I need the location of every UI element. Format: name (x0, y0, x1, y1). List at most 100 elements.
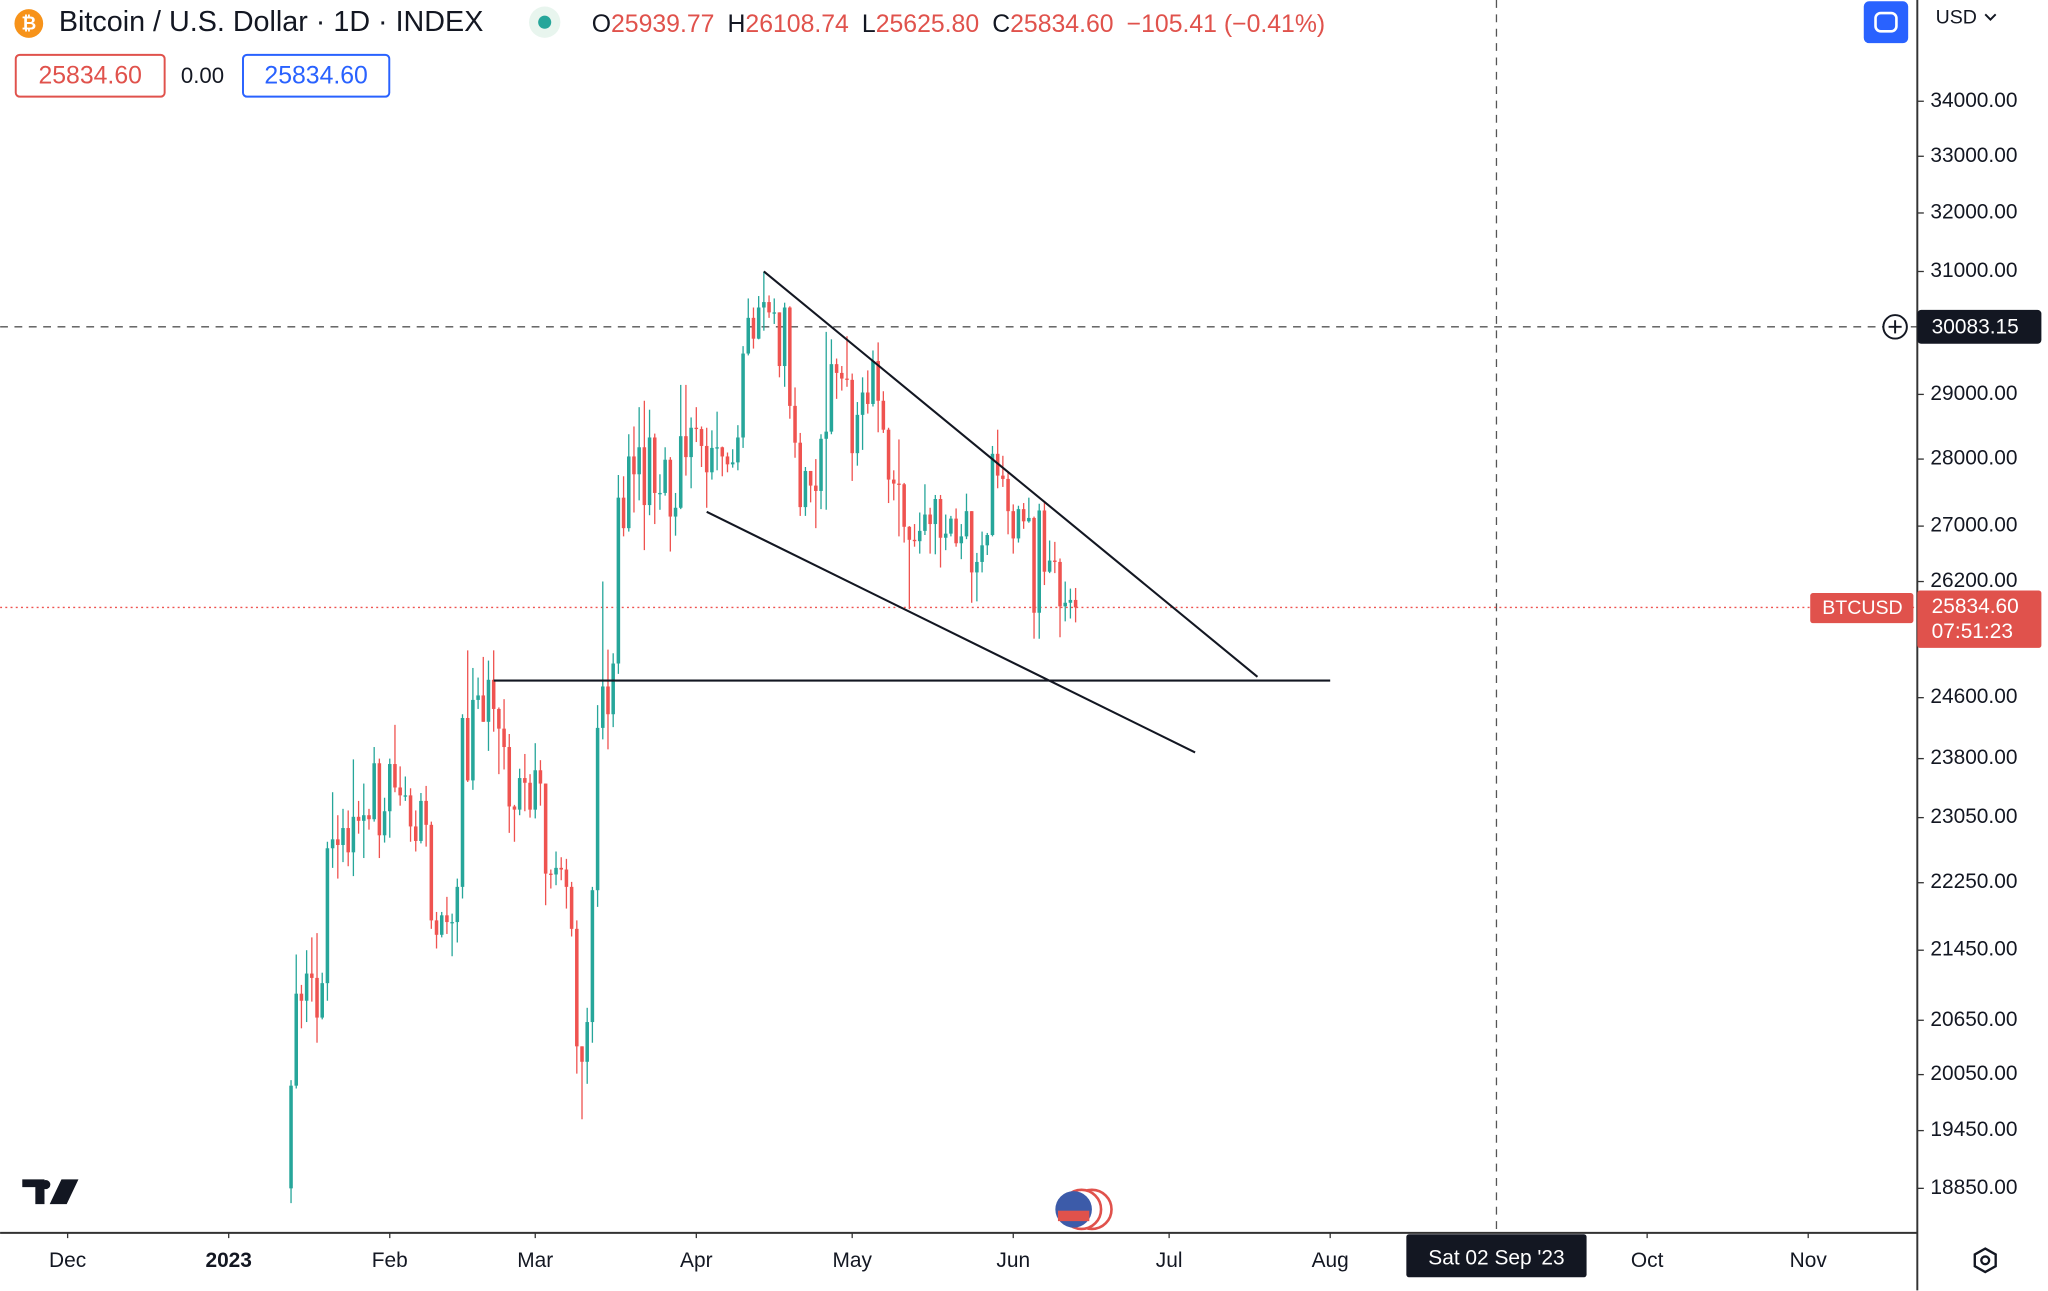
candle-body (808, 470, 813, 486)
candle-body (580, 1046, 584, 1062)
candle-body (1021, 509, 1026, 522)
candle-body (585, 1022, 589, 1062)
candle-body (606, 686, 610, 715)
candle-body (886, 429, 891, 480)
auto-scale-icon (1874, 11, 1898, 33)
tv-logo (22, 1179, 79, 1205)
ohlc-value: 26108.74 (745, 10, 849, 37)
candle-body (814, 485, 818, 491)
candle-body (704, 445, 709, 473)
candle-body (616, 497, 621, 664)
candle-body (1068, 599, 1073, 603)
candle-body (341, 828, 345, 846)
candle-body (439, 915, 444, 935)
candle-body (850, 379, 854, 454)
candle-body (652, 437, 657, 493)
candle-body (413, 826, 418, 841)
ohlc-key: L (862, 10, 876, 37)
candle-body (938, 499, 943, 538)
candle-body (803, 470, 808, 508)
candle-body (445, 915, 449, 923)
y-tick-label: 27000.00 (1930, 514, 2017, 537)
countdown-label: 07:51:23 (1932, 620, 2013, 643)
x-tick-label: Mar (517, 1249, 553, 1272)
settings-icon-center (1980, 1255, 1991, 1266)
candle-body (746, 317, 751, 354)
candle-body (289, 1085, 293, 1189)
candle-body (408, 795, 413, 827)
tv-logo-dot (41, 1179, 51, 1190)
symbol-tag (1810, 593, 1914, 624)
x-tick-label: Jun (996, 1249, 1030, 1272)
candle-body (559, 867, 563, 870)
candle-body (751, 317, 756, 339)
candle-body (382, 811, 387, 836)
candle-body (476, 695, 480, 700)
candle-body (949, 518, 953, 534)
event-flag-stripes (1057, 1210, 1090, 1222)
y-tick-label: 19450.00 (1930, 1118, 2017, 1141)
buy-box[interactable] (242, 53, 391, 98)
candle-body (881, 400, 886, 430)
spread: 0.00 (181, 63, 224, 88)
candle-body (975, 561, 979, 573)
candle-body (954, 518, 958, 544)
ohlc-value: 25834.60 (1010, 10, 1113, 37)
auto-scale-button[interactable] (1863, 1, 1909, 44)
candle-body (642, 447, 647, 506)
ohlc-legend: O25939.77 H26108.74 L25625.80 C25834.60 −105… (592, 10, 1325, 37)
currency-caret (1984, 13, 1997, 21)
candle-body (1063, 602, 1067, 607)
y-tick-label: 23050.00 (1930, 805, 2017, 828)
candle-body (694, 427, 699, 430)
candle-body (840, 372, 844, 379)
ohlc-key: H (728, 10, 746, 37)
candle-body (710, 447, 714, 473)
candle-body (502, 728, 506, 748)
candle-body (845, 378, 849, 380)
candle-body (372, 763, 376, 820)
btc-icon (14, 9, 44, 38)
candle-body (767, 302, 771, 313)
candle-body (1037, 510, 1041, 613)
y-tick-label: 26200.00 (1930, 569, 2017, 592)
x-tick-label: Feb (372, 1249, 408, 1272)
candle-body (891, 479, 896, 484)
candle-body (393, 764, 397, 788)
buy-price: 25834.60 (264, 63, 367, 90)
x-tick-label: May (832, 1249, 872, 1272)
candle-body (923, 514, 927, 531)
candle-body (1032, 517, 1036, 613)
candle-body (299, 993, 304, 1001)
candle-body (1042, 510, 1047, 572)
candle-body (777, 312, 782, 367)
crosshair-price-label: 30083.15 (1932, 316, 2019, 339)
sell-box[interactable] (14, 53, 166, 98)
currency[interactable]: USD (1936, 6, 1977, 28)
candle-body (647, 437, 652, 506)
candle-body (897, 483, 901, 485)
candle-body (481, 695, 486, 722)
candle-body (486, 679, 491, 722)
candle-body (549, 873, 553, 875)
candle-body (1006, 478, 1010, 512)
candle-body (1027, 517, 1031, 522)
y-tick-label: 23800.00 (1930, 746, 2017, 769)
candle-body (507, 747, 512, 807)
y-tick-label: 18850.00 (1930, 1176, 2017, 1199)
candle-body (601, 686, 605, 728)
status-dot (538, 15, 552, 29)
ohlc-key: O (592, 10, 611, 37)
add-alert-plus (1888, 320, 1902, 334)
candle-body (497, 708, 501, 729)
candle-body (715, 447, 719, 449)
y-tick-label: 29000.00 (1930, 382, 2017, 405)
candle-body (403, 795, 408, 797)
candle-body (860, 392, 865, 415)
candle-body (450, 922, 454, 924)
change: −105.41 (−0.41%) (1127, 10, 1326, 37)
candle-body (824, 431, 828, 439)
settings-icon[interactable] (1973, 1247, 1997, 1274)
